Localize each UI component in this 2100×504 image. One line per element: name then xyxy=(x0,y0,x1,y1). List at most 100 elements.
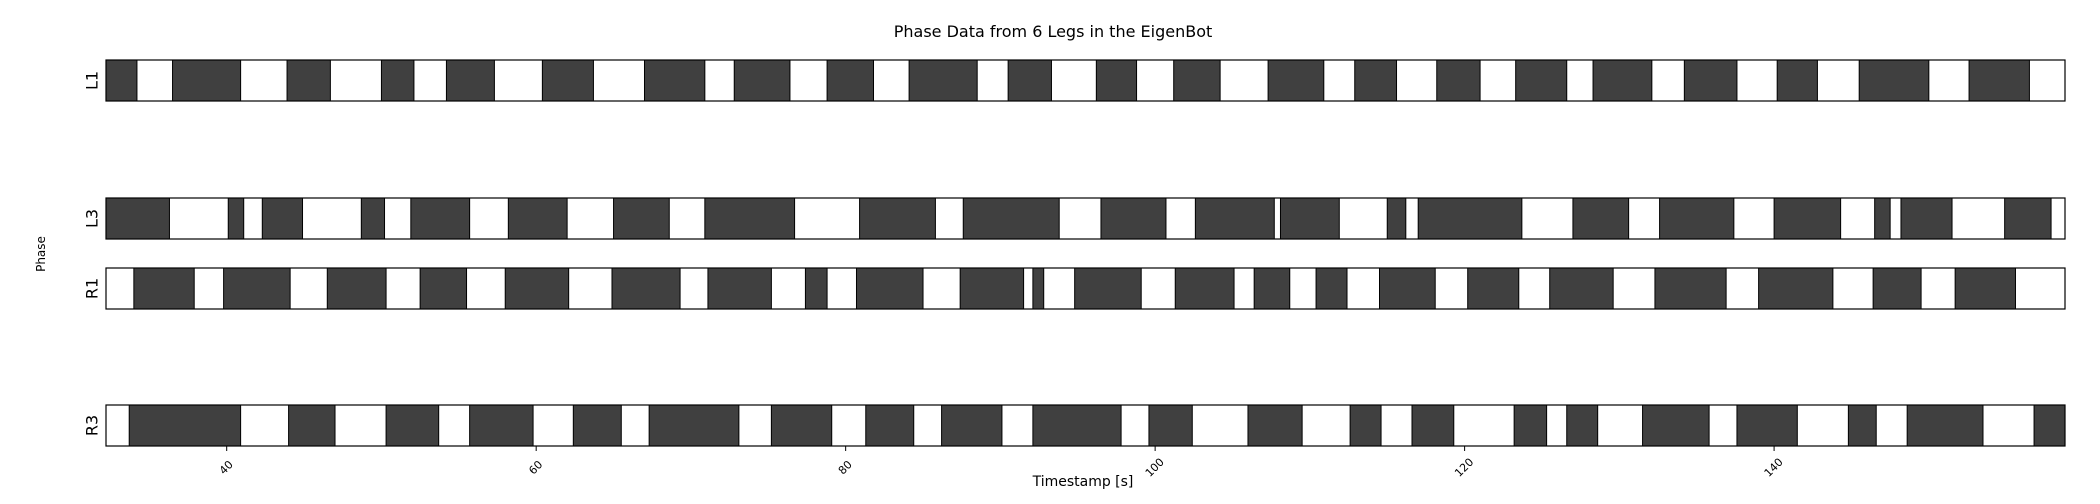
stance-segment xyxy=(105,59,138,102)
stance-segment xyxy=(469,404,534,447)
stance-segment xyxy=(172,59,242,102)
stance-segment xyxy=(1074,267,1142,310)
stance-segment xyxy=(1906,404,1984,447)
stance-segment xyxy=(1549,267,1614,310)
stance-segment xyxy=(1874,197,1891,240)
stance-segment xyxy=(410,197,471,240)
stance-segment xyxy=(2033,404,2066,447)
leg-row-l3: L3 xyxy=(83,197,2066,240)
stance-segment xyxy=(133,267,195,310)
stance-segment xyxy=(1267,59,1325,102)
leg-row-frame xyxy=(105,404,2066,447)
stance-segment xyxy=(770,404,833,447)
stance-segment xyxy=(261,197,304,240)
stance-segment xyxy=(380,59,415,102)
stance-segment xyxy=(733,59,791,102)
stance-segment xyxy=(360,197,386,240)
stance-segment xyxy=(385,404,440,447)
stance-segment xyxy=(648,404,740,447)
stance-segment xyxy=(1007,59,1052,102)
stance-segment xyxy=(1773,197,1842,240)
stance-segment xyxy=(1683,59,1738,102)
leg-label: L3 xyxy=(83,209,102,228)
stance-segment xyxy=(1872,267,1922,310)
stance-segment xyxy=(1279,197,1340,240)
stance-segment xyxy=(1515,59,1568,102)
x-tick-label: 60 xyxy=(526,458,545,477)
stance-segment xyxy=(855,267,924,310)
stance-segment xyxy=(1572,197,1630,240)
stance-segment xyxy=(1148,404,1193,447)
stance-segment xyxy=(1736,404,1798,447)
stance-segment xyxy=(1900,197,1953,240)
stance-segment xyxy=(541,59,594,102)
leg-row-r1: R1 xyxy=(83,267,2066,310)
x-tick-label: 100 xyxy=(1143,456,1167,480)
stance-segment xyxy=(1566,404,1599,447)
stance-segment xyxy=(504,267,570,310)
leg-row-background xyxy=(105,197,2066,240)
leg-label: L1 xyxy=(83,71,102,90)
stance-segment xyxy=(1847,404,1877,447)
stance-segment xyxy=(1032,404,1122,447)
x-tick-label: 120 xyxy=(1452,456,1476,480)
stance-segment xyxy=(1417,197,1523,240)
x-tick-label: 140 xyxy=(1762,456,1786,480)
y-axis-label: Phase xyxy=(34,236,48,272)
leg-row-r3: R3 xyxy=(83,404,2066,447)
stance-segment xyxy=(286,59,331,102)
stance-segment xyxy=(1776,59,1818,102)
stance-segment xyxy=(804,267,828,310)
stance-segment xyxy=(1173,59,1221,102)
stance-segment xyxy=(959,267,1025,310)
stance-segment xyxy=(128,404,242,447)
leg-row-frame xyxy=(105,267,2066,310)
leg-row-l1: L1 xyxy=(83,59,2066,102)
leg-label: R1 xyxy=(83,278,102,299)
stance-segment xyxy=(1379,267,1436,310)
stance-segment xyxy=(326,267,387,310)
stance-segment xyxy=(572,404,622,447)
stance-segment xyxy=(105,197,170,240)
stance-segment xyxy=(1954,267,2016,310)
x-axis-ticks: 40 60 80 100 120 140 xyxy=(217,446,1786,480)
stance-segment xyxy=(865,404,915,447)
stance-segment xyxy=(611,267,681,310)
stance-segment xyxy=(908,59,978,102)
leg-row-background xyxy=(105,59,2066,102)
stance-segment xyxy=(941,404,1003,447)
leg-label: R3 xyxy=(83,415,102,436)
stance-segment xyxy=(507,197,568,240)
stance-segment xyxy=(1194,197,1275,240)
stance-segment xyxy=(859,197,936,240)
stance-segment xyxy=(1411,404,1455,447)
stance-segment xyxy=(704,197,796,240)
stance-segment xyxy=(1100,197,1167,240)
stance-segment xyxy=(1032,267,1045,310)
x-axis-label: Timestamp [s] xyxy=(1032,474,1134,490)
stance-segment xyxy=(1349,404,1382,447)
stance-segment xyxy=(1858,59,1930,102)
stance-segment xyxy=(2004,197,2052,240)
stance-segment xyxy=(707,267,772,310)
stance-segment xyxy=(1968,59,2030,102)
stance-segment xyxy=(1758,267,1834,310)
stance-segment xyxy=(1247,404,1303,447)
chart-title: Phase Data from 6 Legs in the EigenBot xyxy=(894,22,1213,41)
stance-segment xyxy=(419,267,468,310)
stance-segment xyxy=(445,59,495,102)
stance-segment xyxy=(1642,404,1710,447)
leg-rows: L1 L3 R1 R3 xyxy=(83,59,2066,447)
stance-segment xyxy=(1354,59,1398,102)
stance-segment xyxy=(613,197,670,240)
stance-segment xyxy=(1315,267,1348,310)
x-tick-label: 80 xyxy=(836,458,855,477)
stance-segment xyxy=(1659,197,1735,240)
stance-segment xyxy=(962,197,1060,240)
stance-segment xyxy=(1095,59,1138,102)
stance-segment xyxy=(227,197,245,240)
stance-segment xyxy=(1592,59,1653,102)
stance-segment xyxy=(1513,404,1548,447)
